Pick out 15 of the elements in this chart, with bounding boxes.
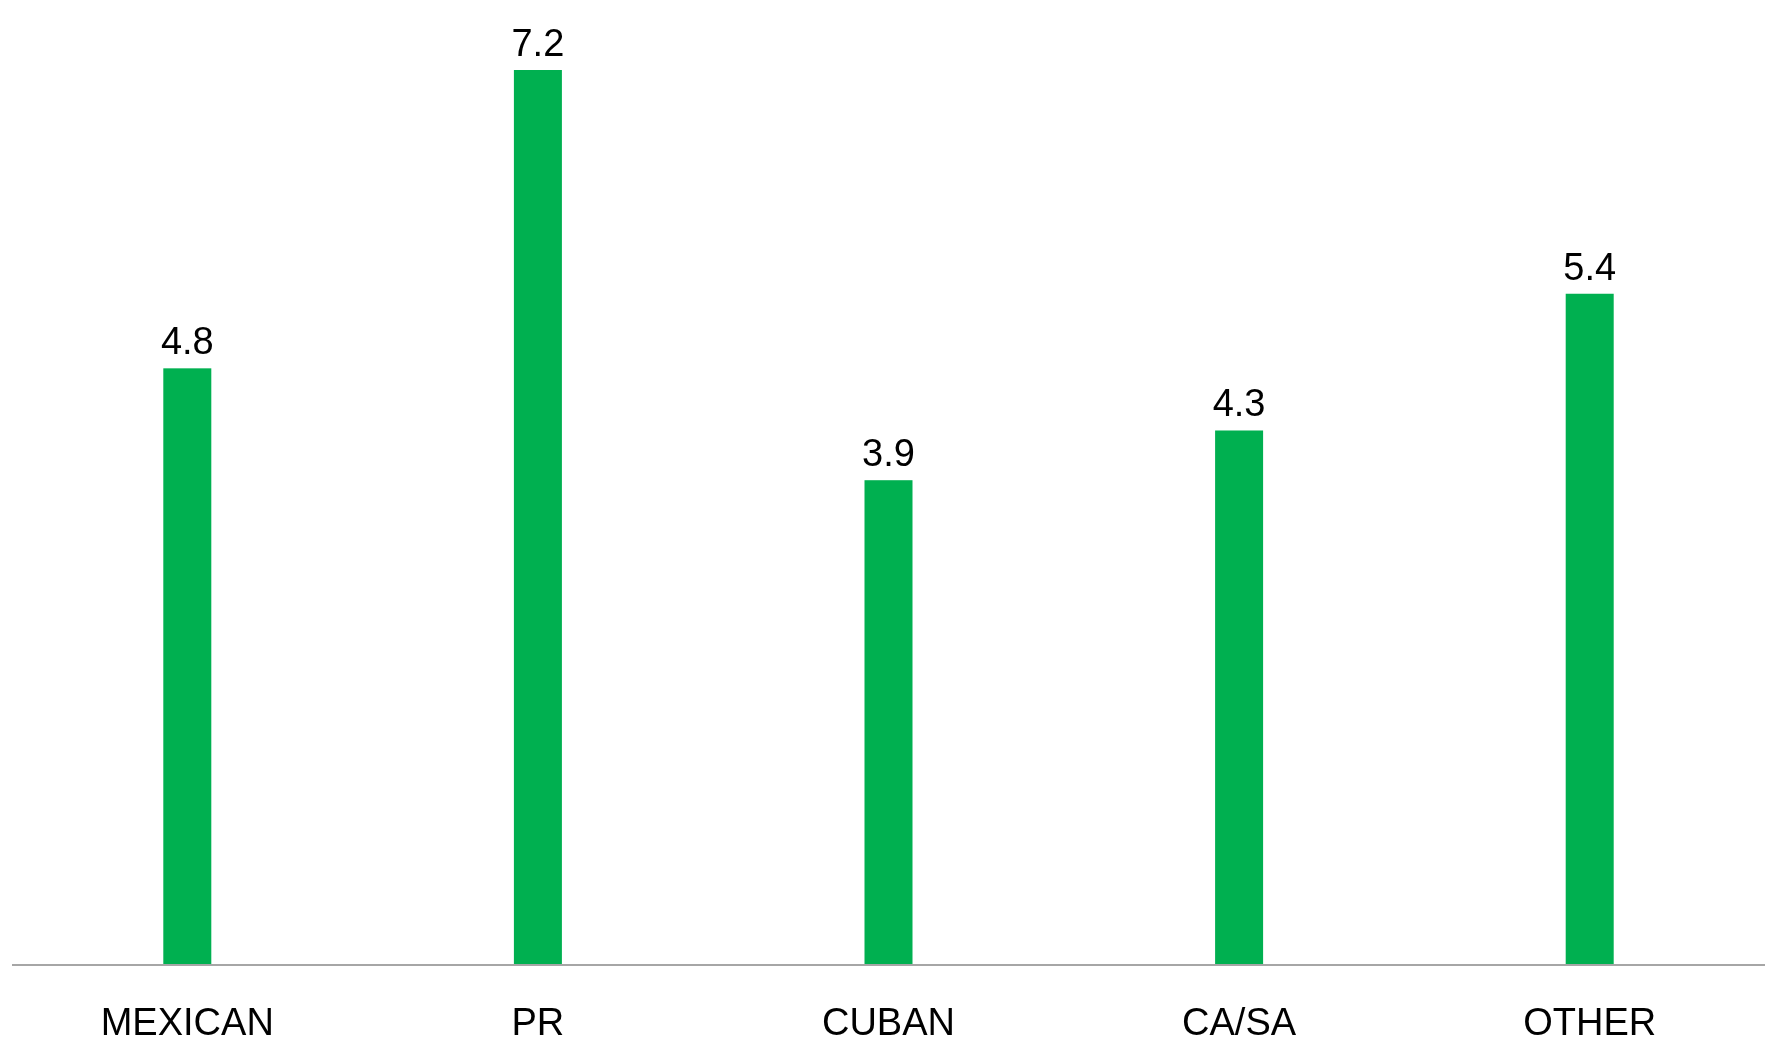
bar [1215, 430, 1264, 965]
data-label: 3.9 [862, 432, 915, 475]
bar [1565, 293, 1614, 965]
x-tick-label: CUBAN [821, 1001, 956, 1043]
data-label: 5.4 [1563, 245, 1617, 288]
bar [163, 368, 212, 965]
bar [864, 480, 913, 965]
x-tick-label: MEXICAN [100, 1001, 274, 1043]
x-tick-label: OTHER [1523, 1001, 1657, 1043]
data-label: 4.3 [1212, 382, 1266, 425]
data-label: 7.2 [511, 22, 565, 64]
x-tick-label: PR [511, 1001, 565, 1043]
x-tick-label: CA/SA [1182, 1001, 1297, 1043]
bar [513, 70, 562, 965]
data-label: 4.8 [160, 320, 214, 363]
